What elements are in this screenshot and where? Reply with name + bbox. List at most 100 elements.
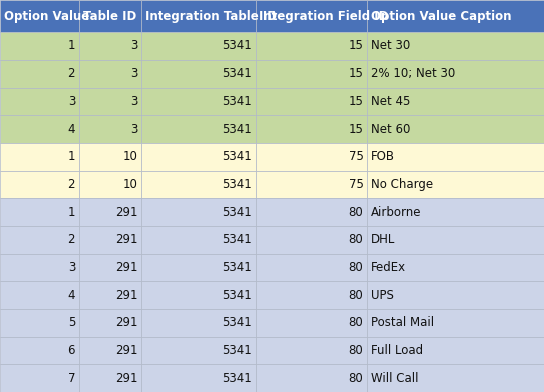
FancyBboxPatch shape (0, 226, 79, 254)
FancyBboxPatch shape (141, 337, 256, 364)
FancyBboxPatch shape (79, 281, 141, 309)
FancyBboxPatch shape (79, 364, 141, 392)
Text: 5341: 5341 (222, 205, 252, 219)
FancyBboxPatch shape (367, 198, 544, 226)
FancyBboxPatch shape (256, 87, 367, 115)
Text: 4: 4 (67, 123, 75, 136)
Text: 3: 3 (130, 95, 138, 108)
FancyBboxPatch shape (79, 143, 141, 171)
Text: No Charge: No Charge (371, 178, 433, 191)
Text: Will Call: Will Call (371, 372, 418, 385)
FancyBboxPatch shape (79, 309, 141, 337)
Text: 4: 4 (67, 289, 75, 301)
FancyBboxPatch shape (141, 281, 256, 309)
Text: FOB: FOB (371, 150, 395, 163)
FancyBboxPatch shape (141, 309, 256, 337)
FancyBboxPatch shape (0, 87, 79, 115)
FancyBboxPatch shape (0, 198, 79, 226)
Text: 5341: 5341 (222, 372, 252, 385)
FancyBboxPatch shape (367, 115, 544, 143)
Text: Airborne: Airborne (371, 205, 422, 219)
FancyBboxPatch shape (79, 171, 141, 198)
Text: 2: 2 (67, 233, 75, 246)
FancyBboxPatch shape (0, 171, 79, 198)
Text: 80: 80 (349, 316, 363, 329)
Text: 15: 15 (349, 40, 363, 53)
Text: 5341: 5341 (222, 344, 252, 357)
Text: 291: 291 (115, 344, 138, 357)
Text: Option Value: Option Value (4, 9, 89, 23)
Text: 15: 15 (349, 67, 363, 80)
Text: 80: 80 (349, 372, 363, 385)
Text: 75: 75 (349, 178, 363, 191)
FancyBboxPatch shape (256, 226, 367, 254)
FancyBboxPatch shape (256, 32, 367, 60)
FancyBboxPatch shape (0, 364, 79, 392)
Text: 291: 291 (115, 372, 138, 385)
Text: 291: 291 (115, 233, 138, 246)
FancyBboxPatch shape (256, 309, 367, 337)
Text: 2: 2 (67, 178, 75, 191)
FancyBboxPatch shape (141, 0, 256, 32)
FancyBboxPatch shape (141, 198, 256, 226)
Text: 5341: 5341 (222, 67, 252, 80)
FancyBboxPatch shape (79, 337, 141, 364)
FancyBboxPatch shape (367, 60, 544, 87)
Text: 291: 291 (115, 289, 138, 301)
Text: 15: 15 (349, 123, 363, 136)
Text: 80: 80 (349, 205, 363, 219)
Text: 80: 80 (349, 344, 363, 357)
Text: 80: 80 (349, 261, 363, 274)
Text: 291: 291 (115, 205, 138, 219)
Text: 3: 3 (130, 67, 138, 80)
Text: Full Load: Full Load (371, 344, 423, 357)
FancyBboxPatch shape (256, 60, 367, 87)
Text: 5341: 5341 (222, 150, 252, 163)
Text: 3: 3 (67, 261, 75, 274)
FancyBboxPatch shape (0, 60, 79, 87)
Text: 1: 1 (67, 40, 75, 53)
FancyBboxPatch shape (256, 115, 367, 143)
Text: 7: 7 (67, 372, 75, 385)
Text: FedEx: FedEx (371, 261, 406, 274)
FancyBboxPatch shape (367, 0, 544, 32)
Text: Integration Table ID: Integration Table ID (145, 9, 277, 23)
FancyBboxPatch shape (141, 115, 256, 143)
Text: 5341: 5341 (222, 178, 252, 191)
Text: 15: 15 (349, 95, 363, 108)
FancyBboxPatch shape (256, 364, 367, 392)
Text: 1: 1 (67, 205, 75, 219)
FancyBboxPatch shape (256, 143, 367, 171)
Text: 1: 1 (67, 150, 75, 163)
FancyBboxPatch shape (367, 143, 544, 171)
Text: 6: 6 (67, 344, 75, 357)
FancyBboxPatch shape (367, 281, 544, 309)
FancyBboxPatch shape (367, 226, 544, 254)
FancyBboxPatch shape (0, 115, 79, 143)
Text: Net 30: Net 30 (371, 40, 410, 53)
FancyBboxPatch shape (141, 226, 256, 254)
Text: 10: 10 (123, 150, 138, 163)
FancyBboxPatch shape (79, 115, 141, 143)
FancyBboxPatch shape (0, 337, 79, 364)
FancyBboxPatch shape (256, 254, 367, 281)
FancyBboxPatch shape (141, 364, 256, 392)
FancyBboxPatch shape (141, 32, 256, 60)
FancyBboxPatch shape (79, 226, 141, 254)
FancyBboxPatch shape (256, 281, 367, 309)
FancyBboxPatch shape (367, 309, 544, 337)
Text: 291: 291 (115, 261, 138, 274)
Text: UPS: UPS (371, 289, 394, 301)
Text: Option Value Caption: Option Value Caption (371, 9, 511, 23)
Text: 80: 80 (349, 289, 363, 301)
Text: 5341: 5341 (222, 95, 252, 108)
Text: Net 60: Net 60 (371, 123, 410, 136)
FancyBboxPatch shape (141, 171, 256, 198)
FancyBboxPatch shape (141, 87, 256, 115)
Text: 3: 3 (130, 123, 138, 136)
Text: 5341: 5341 (222, 316, 252, 329)
Text: Postal Mail: Postal Mail (371, 316, 434, 329)
FancyBboxPatch shape (141, 60, 256, 87)
FancyBboxPatch shape (79, 198, 141, 226)
FancyBboxPatch shape (256, 337, 367, 364)
